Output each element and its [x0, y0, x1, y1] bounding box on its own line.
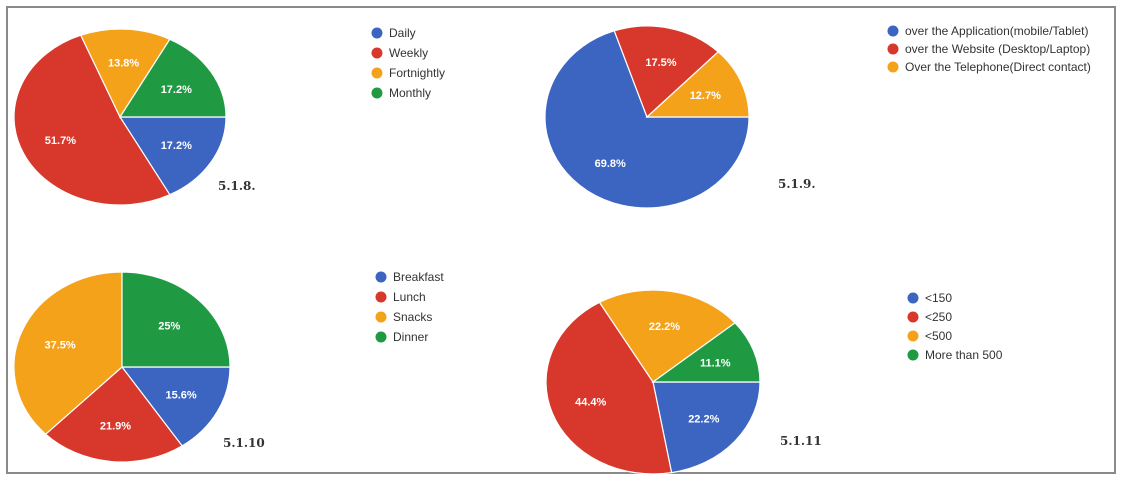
legend-item-3-2: <500 — [925, 329, 952, 343]
legend-item-2-3: Dinner — [393, 330, 428, 344]
pie-slice-2-3 — [121, 271, 231, 368]
pie-slice-3-3 — [651, 322, 761, 383]
legend-marker-3-3 — [907, 349, 919, 361]
pie-slice-2-0 — [120, 366, 231, 447]
pie-slice-0-0 — [118, 116, 227, 196]
legend-item-3-1: <250 — [925, 310, 952, 324]
slice-label-3-1: 44.4% — [575, 397, 606, 409]
figure-label-3: 5.1.11 — [780, 434, 822, 448]
legend-item-2-2: Snacks — [393, 310, 432, 324]
pie-slice-0-2 — [79, 28, 171, 119]
legend-marker-2-3 — [375, 331, 387, 343]
legend-item-3-3: More than 500 — [925, 348, 1003, 362]
legend-marker-2-1 — [375, 291, 387, 303]
legend-item-0-2: Fortnightly — [389, 66, 445, 80]
pie-slice-3-2 — [598, 289, 736, 383]
slice-label-3-0: 22.2% — [688, 414, 719, 426]
pie-slice-0-1 — [13, 34, 171, 206]
legend-item-3-0: <150 — [925, 291, 952, 305]
slice-label-0-3: 17.2% — [161, 84, 192, 96]
pie-chart-2: 69.8% 17.5% 12.7% over the Application(mobi… — [544, 24, 1091, 209]
slice-label-0-2: 13.8% — [108, 58, 139, 70]
pie-slice-2-1 — [44, 366, 184, 463]
pie-slice-2-2 — [13, 271, 123, 435]
legend-marker-3-2 — [907, 330, 919, 342]
slice-label-0-0: 17.2% — [161, 140, 192, 152]
legend-marker-1-0 — [887, 25, 899, 37]
legend-marker-0-1 — [371, 47, 383, 59]
legend-marker-2-0 — [375, 271, 387, 283]
legend-item-0-3: Monthly — [389, 86, 431, 100]
slice-label-3-2: 22.2% — [649, 321, 680, 333]
pie-slice-1-2 — [645, 51, 750, 118]
legend-marker-0-3 — [371, 87, 383, 99]
legend-marker-0-2 — [371, 67, 383, 79]
legend-marker-2-2 — [375, 311, 387, 323]
legend-item-0-1: Weekly — [389, 46, 428, 60]
pie-slice-3-1 — [545, 301, 673, 475]
pie-chart-4: 22.2% 44.4% 22.2% 11.1% <150 <250 <500 More tha… — [545, 289, 1003, 475]
legend-item-1-1: over the Website (Desktop/Laptop) — [905, 42, 1090, 56]
legend-item-2-0: Breakfast — [393, 270, 444, 284]
legend-item-0-0: Daily — [389, 26, 416, 40]
legend-marker-1-1 — [887, 43, 899, 55]
slice-label-1-1: 17.5% — [645, 57, 676, 69]
pie-slice-0-3 — [118, 38, 227, 118]
slice-label-2-0: 15.6% — [165, 390, 196, 402]
legend-item-1-2: Over the Telephone(Direct contact) — [905, 60, 1091, 74]
slice-label-2-2: 37.5% — [44, 340, 75, 352]
figure-label-1: 5.1.9. — [778, 177, 816, 191]
legend-marker-3-0 — [907, 292, 919, 304]
pie-chart-3: 15.6% 21.9% 37.5% 25% Breakfast Lunch Snacks Di… — [13, 270, 444, 463]
slice-label-0-1: 51.7% — [45, 135, 76, 147]
figure-label-0: 5.1.8. — [218, 179, 256, 193]
legend-item-1-0: over the Application(mobile/Tablet) — [905, 24, 1088, 38]
slice-label-1-2: 12.7% — [690, 90, 721, 102]
legend-item-2-1: Lunch — [393, 290, 426, 304]
pie-slice-1-0 — [544, 30, 750, 209]
slice-label-1-0: 69.8% — [595, 158, 626, 170]
figure-label-2: 5.1.10 — [223, 436, 265, 450]
slice-label-3-3: 11.1% — [700, 358, 731, 370]
pie-chart-1: 17.2% 51.7% 13.8% 17.2% Daily Weekly Fortnight… — [13, 26, 445, 206]
legend-marker-1-2 — [887, 61, 899, 73]
slice-label-2-3: 25% — [158, 320, 180, 332]
pie-slice-3-0 — [652, 381, 761, 474]
legend-marker-0-0 — [371, 27, 383, 39]
pie-slice-1-1 — [613, 25, 720, 119]
legend-marker-3-1 — [907, 311, 919, 323]
slice-label-2-1: 21.9% — [100, 421, 131, 433]
